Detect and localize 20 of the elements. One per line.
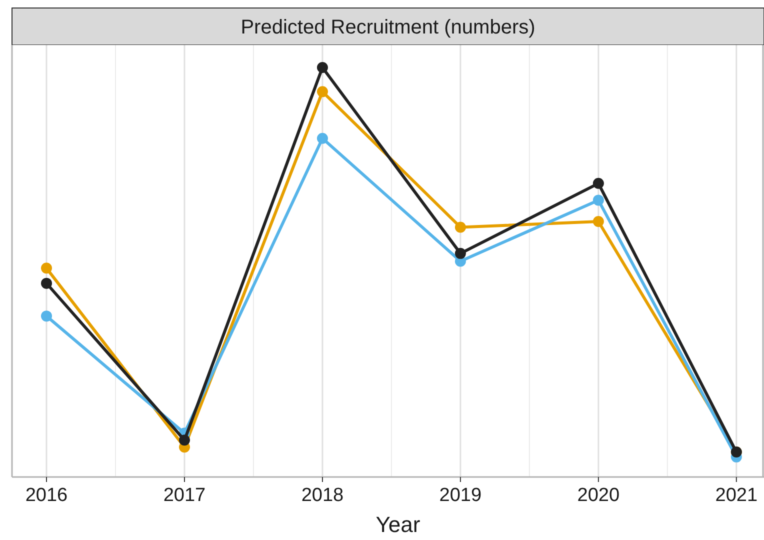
x-tick-label: 2017 (163, 485, 206, 506)
chart-title: Predicted Recruitment (numbers) (240, 16, 536, 38)
x-axis-title: Year (376, 512, 420, 537)
point (592, 178, 604, 189)
point (40, 262, 52, 274)
point (40, 310, 52, 322)
x-tick-label: 2018 (301, 485, 344, 506)
point (316, 132, 328, 144)
point (454, 222, 466, 233)
point (592, 194, 604, 206)
x-tick-label: 2016 (25, 485, 68, 506)
point (454, 248, 466, 259)
point (316, 86, 328, 98)
point (40, 278, 52, 289)
point (316, 62, 328, 74)
x-tick-label: 2021 (715, 485, 758, 506)
point (178, 434, 190, 446)
point (592, 216, 604, 227)
x-tick-label: 2019 (439, 485, 482, 506)
x-tick-label: 2020 (577, 485, 620, 506)
